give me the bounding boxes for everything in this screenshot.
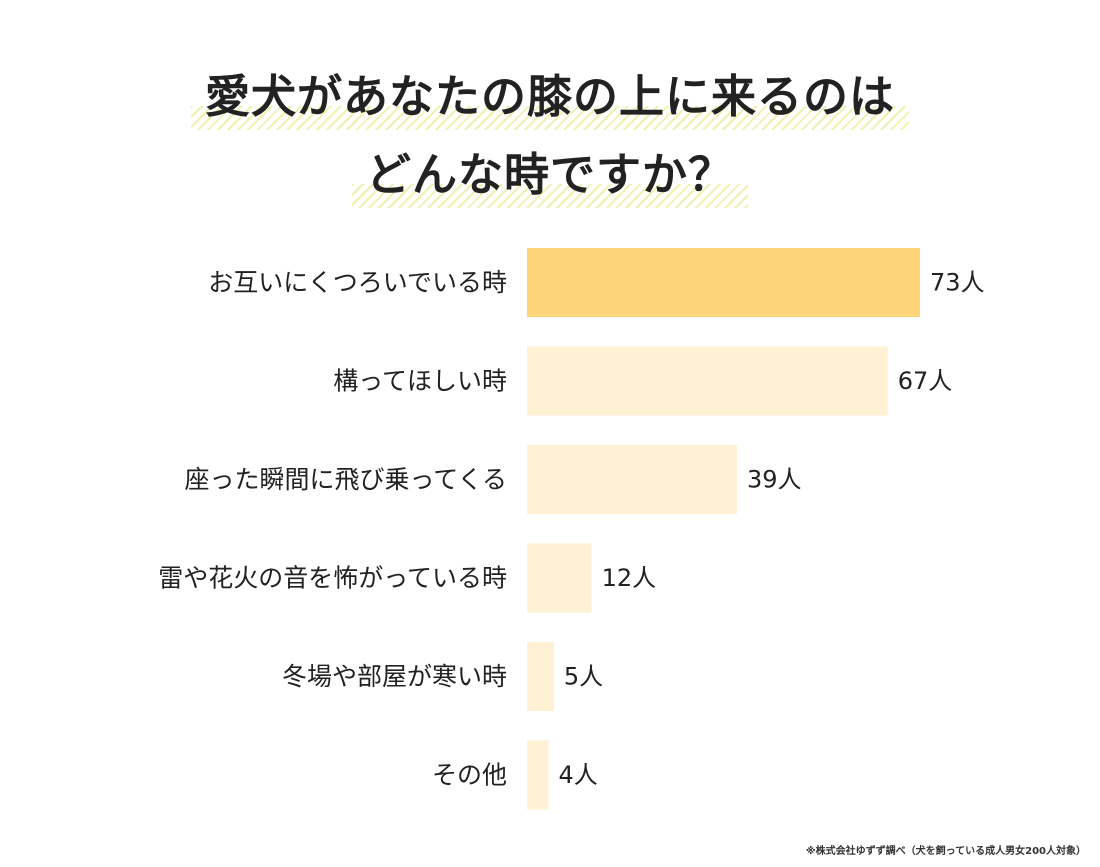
category-label-3: 座った瞬間に飛び乗ってくる — [184, 465, 507, 494]
chart-title: 愛犬があなたの膝の上に来るのは どんな時ですか？ — [0, 58, 1100, 214]
value-label-1: 73人 — [930, 269, 985, 297]
bar-2 — [527, 346, 888, 416]
category-label-2: 構ってほしい時 — [333, 367, 507, 396]
bar-3 — [527, 445, 737, 514]
bar-1 — [527, 248, 920, 317]
value-label-3: 39人 — [747, 466, 802, 494]
value-label-5: 5人 — [564, 663, 603, 691]
category-label-1: お互いにくつろいでいる時 — [208, 268, 507, 297]
bar-5 — [527, 642, 554, 711]
bar-4 — [527, 543, 592, 613]
value-label-6: 4人 — [559, 761, 598, 789]
value-label-4: 12人 — [602, 564, 657, 592]
value-label-2: 67人 — [898, 367, 953, 395]
category-label-6: その他 — [432, 761, 507, 790]
source-footnote: ※株式会社ゆずず調べ（犬を飼っている成人男女200人対象） — [805, 846, 1086, 857]
category-label-4: 雷や花火の音を怖がっている時 — [158, 564, 507, 593]
chart-title-line-1: 愛犬があなたの膝の上に来るのは — [190, 58, 910, 136]
category-label-5: 冬場や部屋が寒い時 — [282, 662, 507, 691]
chart-title-line-2: どんな時ですか？ — [351, 136, 749, 214]
bar-6 — [527, 740, 549, 810]
